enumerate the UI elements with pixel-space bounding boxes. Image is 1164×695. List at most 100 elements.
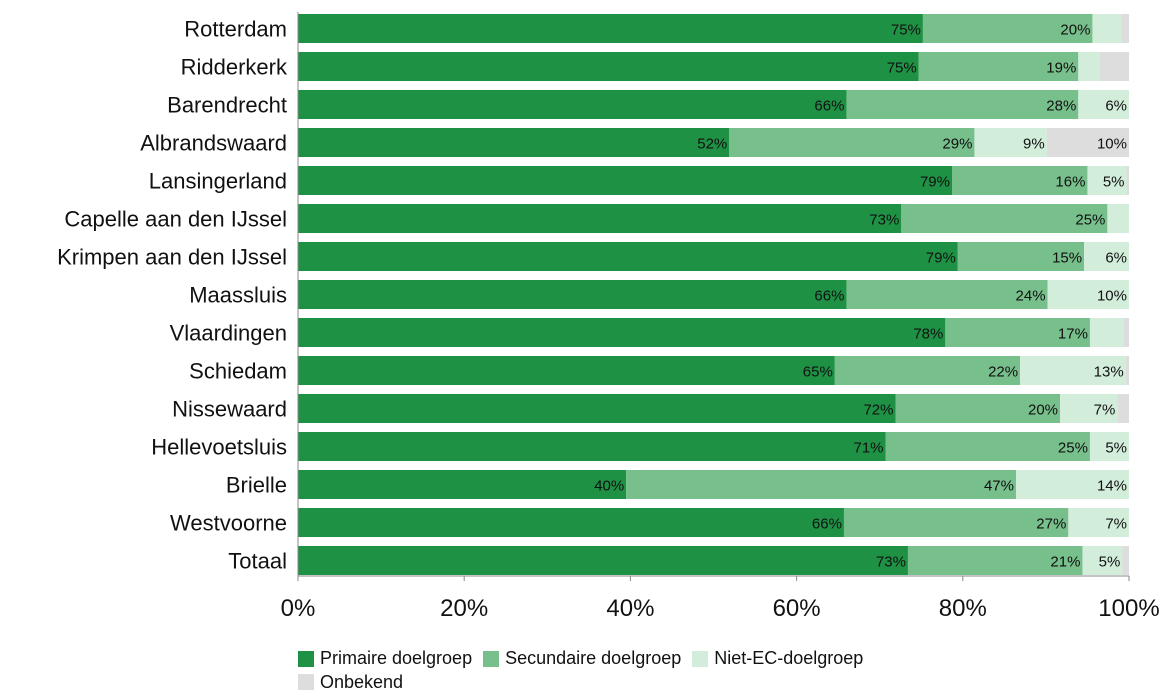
bar-segment xyxy=(626,470,1016,499)
bar-segment xyxy=(298,508,844,537)
legend-swatch-onbekend xyxy=(298,674,314,690)
category-label: Schiedam xyxy=(189,359,287,384)
data-label: 73% xyxy=(876,554,906,571)
data-label: 19% xyxy=(1046,60,1076,77)
bar-segment xyxy=(298,14,923,43)
data-label: 25% xyxy=(1075,212,1105,229)
data-label: 25% xyxy=(1058,440,1088,457)
bar-segment xyxy=(1099,52,1129,81)
data-label: 7% xyxy=(1094,402,1116,419)
bar-segment xyxy=(1087,166,1127,195)
bar-segment xyxy=(1084,242,1129,271)
data-label: 5% xyxy=(1105,440,1127,457)
bar-segment xyxy=(298,356,835,385)
data-label: 10% xyxy=(1097,136,1127,153)
data-label: 79% xyxy=(920,174,950,191)
x-tick-label: 100% xyxy=(1098,595,1159,622)
bar-segment xyxy=(918,52,1079,81)
bar-segment xyxy=(298,90,847,119)
data-label: 65% xyxy=(803,364,833,381)
bar-segment xyxy=(298,280,847,309)
data-label: 14% xyxy=(1097,478,1127,495)
bar-segment xyxy=(1060,394,1118,423)
data-label: 15% xyxy=(1052,250,1082,267)
data-label: 22% xyxy=(988,364,1018,381)
data-label: 16% xyxy=(1055,174,1085,191)
data-label: 20% xyxy=(1028,402,1058,419)
stacked-bar-chart: Rotterdam 75% 20% Ridderkerk 75% 19% Barendrec… xyxy=(57,12,1160,622)
category-label: Capelle aan den IJssel xyxy=(64,207,287,232)
category-label: Ridderkerk xyxy=(181,55,288,80)
bar-segment xyxy=(1126,166,1129,195)
data-label: 13% xyxy=(1094,364,1124,381)
legend-label-secundaire: Secundaire doelgroep xyxy=(505,648,682,668)
x-tick-label: 60% xyxy=(773,595,821,622)
bar-segment xyxy=(298,318,946,347)
bar-segment xyxy=(298,166,952,195)
category-label: Lansingerland xyxy=(149,169,287,194)
bar-segment xyxy=(1117,394,1129,423)
bar-segment xyxy=(907,546,1083,575)
bar-segment xyxy=(1125,356,1129,385)
category-label: Albrandswaard xyxy=(140,131,287,156)
bar-segment xyxy=(1082,546,1123,575)
data-label: 6% xyxy=(1105,250,1127,267)
bar-segment xyxy=(974,128,1047,157)
data-label: 5% xyxy=(1103,174,1125,191)
bar-segment xyxy=(834,356,1021,385)
data-label: 7% xyxy=(1105,516,1127,533)
data-label: 27% xyxy=(1036,516,1066,533)
legend-label-onbekend: Onbekend xyxy=(320,671,404,692)
legend-swatch-primaire xyxy=(298,650,314,667)
bar-segment xyxy=(1046,128,1129,157)
bar-segment xyxy=(846,280,1048,309)
bar-segment xyxy=(1089,318,1125,347)
data-label: 21% xyxy=(1050,554,1080,571)
legend-label-primaire: Primaire doelgroep xyxy=(320,648,473,668)
category-label: Westvoorne xyxy=(170,511,287,536)
data-label: 10% xyxy=(1097,288,1127,305)
category-label: Brielle xyxy=(226,473,287,498)
category-label: Barendrecht xyxy=(167,93,287,118)
x-tick-label: 0% xyxy=(281,595,316,622)
legend-label-niet-ec: Niet-EC-doelgroep xyxy=(714,648,864,668)
bar-segment xyxy=(1089,432,1129,461)
bar-segment xyxy=(885,432,1090,461)
bar-segment xyxy=(298,394,896,423)
data-label: 20% xyxy=(1060,22,1090,39)
bar-segment xyxy=(1124,318,1129,347)
legend-item-onbekend: Onbekend xyxy=(298,672,403,693)
data-label: 9% xyxy=(1023,136,1045,153)
data-label: 73% xyxy=(869,212,899,229)
x-tick-label: 20% xyxy=(440,595,488,622)
data-label: 24% xyxy=(1016,288,1046,305)
bar-segment xyxy=(895,394,1061,423)
legend-swatch-secundaire xyxy=(483,650,500,667)
bar-segment xyxy=(951,166,1088,195)
data-label: 75% xyxy=(891,22,921,39)
data-label: 71% xyxy=(853,440,883,457)
bar-segment xyxy=(1092,14,1122,43)
data-label: 66% xyxy=(812,516,842,533)
data-label: 79% xyxy=(926,250,956,267)
bar-segment xyxy=(298,546,908,575)
category-label: Vlaardingen xyxy=(170,321,287,346)
bar-segment xyxy=(1020,356,1126,385)
bar-segment xyxy=(298,52,919,81)
data-label: 78% xyxy=(913,326,943,343)
data-label: 40% xyxy=(594,478,624,495)
data-label: 5% xyxy=(1099,554,1121,571)
category-label: Krimpen aan den IJssel xyxy=(57,245,287,270)
bar-segment xyxy=(1121,14,1129,43)
data-label: 52% xyxy=(697,136,727,153)
category-label: Maassluis xyxy=(189,283,287,308)
legend-swatch-niet-ec xyxy=(692,650,709,667)
category-label: Totaal xyxy=(228,549,287,574)
bar-segment xyxy=(901,204,1108,233)
bar-segment xyxy=(843,508,1069,537)
data-label: 72% xyxy=(863,402,893,419)
legend-item-niet-ec: Niet-EC-doelgroep xyxy=(692,648,863,669)
bar-segment xyxy=(298,128,730,157)
data-label: 47% xyxy=(984,478,1014,495)
data-label: 66% xyxy=(814,98,844,115)
